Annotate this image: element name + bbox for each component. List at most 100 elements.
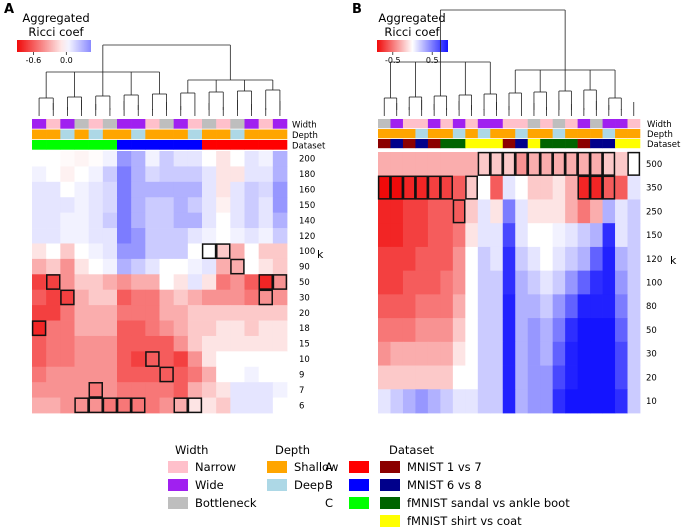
heatmap-cell bbox=[46, 351, 61, 368]
heatmap-cell bbox=[74, 258, 90, 275]
heatmap-cell bbox=[32, 151, 47, 167]
legend-dataset-b-item-swatch bbox=[380, 461, 400, 473]
heatmap-cell bbox=[565, 246, 579, 272]
heatmap-cell bbox=[390, 199, 404, 224]
heatmap-cell bbox=[452, 341, 466, 366]
heatmap-cell bbox=[32, 274, 47, 291]
highlighted-cell bbox=[31, 320, 47, 337]
heatmap-cell bbox=[202, 228, 217, 244]
heatmap-cell bbox=[74, 212, 90, 229]
heatmap-cell bbox=[602, 294, 616, 319]
heatmap-cell bbox=[173, 151, 189, 167]
annotation-cell-depth bbox=[230, 129, 245, 140]
row-label: 140 bbox=[299, 216, 315, 226]
heatmap-cell bbox=[117, 382, 132, 398]
legend-depth-item-swatch bbox=[267, 479, 287, 491]
heatmap-cell bbox=[540, 152, 554, 177]
heatmap-cell bbox=[490, 246, 504, 272]
heatmap-cell bbox=[258, 320, 274, 337]
highlighted-cell bbox=[377, 175, 391, 200]
heatmap-cell bbox=[46, 212, 61, 229]
row-label: 30 bbox=[299, 293, 310, 303]
heatmap-cell bbox=[452, 175, 466, 200]
highlighted-cell bbox=[216, 243, 231, 260]
annotation-cell-depth bbox=[440, 129, 454, 139]
highlighted-cell bbox=[452, 199, 466, 224]
heatmap-cell bbox=[427, 223, 441, 248]
heatmap-cell bbox=[88, 243, 104, 260]
heatmap-cell bbox=[32, 181, 47, 198]
heatmap-cell bbox=[615, 223, 628, 248]
heatmap-cell bbox=[272, 181, 288, 198]
heatmap-cell bbox=[88, 228, 104, 244]
heatmap-cell bbox=[590, 199, 603, 224]
heatmap-cell bbox=[477, 318, 491, 343]
heatmap-cell bbox=[202, 151, 217, 167]
annotation-cell-width bbox=[88, 119, 104, 129]
heatmap-cell bbox=[590, 270, 603, 295]
row-label: 120 bbox=[646, 255, 662, 265]
heatmap-cell bbox=[502, 246, 516, 272]
heatmap-cell bbox=[615, 389, 628, 414]
annotation-cell-dataset bbox=[88, 140, 104, 150]
heatmap-cell bbox=[244, 274, 260, 291]
heatmap-cell bbox=[552, 199, 566, 224]
panel-letter: B bbox=[352, 2, 362, 17]
heatmap-cell bbox=[415, 223, 429, 248]
heatmap-cell bbox=[258, 397, 274, 414]
heatmap-cell bbox=[390, 294, 404, 319]
heatmap-cell bbox=[131, 197, 146, 214]
heatmap-cell bbox=[477, 246, 491, 272]
heatmap-cell bbox=[552, 223, 566, 248]
annotation-cell-depth bbox=[202, 129, 217, 140]
highlighted-cell bbox=[60, 289, 75, 306]
heatmap-cell bbox=[378, 389, 391, 414]
heatmap-cell bbox=[145, 151, 160, 167]
heatmap-cell bbox=[173, 181, 189, 198]
row-label: 180 bbox=[299, 170, 315, 180]
heatmap-cell bbox=[244, 197, 260, 214]
heatmap-cell bbox=[402, 270, 416, 295]
heatmap-cell bbox=[477, 365, 491, 390]
annotation-cell-dataset bbox=[465, 139, 479, 149]
heatmap-cell bbox=[540, 175, 554, 200]
heatmap-cell bbox=[402, 389, 416, 414]
heatmap-cell bbox=[490, 389, 504, 414]
heatmap-cell bbox=[552, 152, 566, 177]
annotation-cell-depth bbox=[74, 129, 89, 140]
heatmap-cell bbox=[159, 243, 175, 260]
heatmap-cell bbox=[173, 274, 189, 291]
heatmap-cell bbox=[145, 181, 160, 198]
heatmap-cell bbox=[173, 228, 189, 244]
heatmap-cell bbox=[117, 397, 132, 414]
heatmap-cell bbox=[60, 212, 75, 229]
heatmap-cell bbox=[244, 351, 260, 368]
heatmap-cell bbox=[577, 294, 591, 319]
heatmap-cell bbox=[402, 341, 416, 366]
heatmap-cell bbox=[131, 258, 146, 275]
heatmap-cell bbox=[440, 318, 454, 343]
heatmap-cell bbox=[102, 335, 118, 352]
heatmap-cell bbox=[602, 341, 616, 366]
heatmap-cell bbox=[565, 223, 579, 248]
heatmap-cell bbox=[145, 320, 160, 337]
annotation-cell-dataset bbox=[173, 140, 189, 150]
heatmap-cell bbox=[515, 270, 529, 295]
heatmap-cell bbox=[615, 365, 628, 390]
heatmap-cell bbox=[577, 223, 591, 248]
highlighted-cell bbox=[131, 397, 146, 414]
heatmap-cell bbox=[173, 289, 189, 306]
heatmap-cell bbox=[272, 289, 288, 306]
heatmap-cell bbox=[490, 199, 504, 224]
legend-dataset-a-swatch bbox=[349, 479, 369, 491]
heatmap-cell bbox=[515, 294, 529, 319]
heatmap-cell bbox=[117, 228, 132, 244]
heatmap-cell bbox=[440, 152, 454, 177]
annotation-cell-dataset bbox=[402, 139, 416, 149]
heatmap-cell bbox=[88, 151, 104, 167]
heatmap-cell bbox=[187, 166, 203, 183]
heatmap-cell bbox=[272, 197, 288, 214]
heatmap-cell bbox=[272, 258, 288, 275]
heatmap-cell bbox=[577, 175, 591, 200]
heatmap-cell bbox=[60, 335, 75, 352]
